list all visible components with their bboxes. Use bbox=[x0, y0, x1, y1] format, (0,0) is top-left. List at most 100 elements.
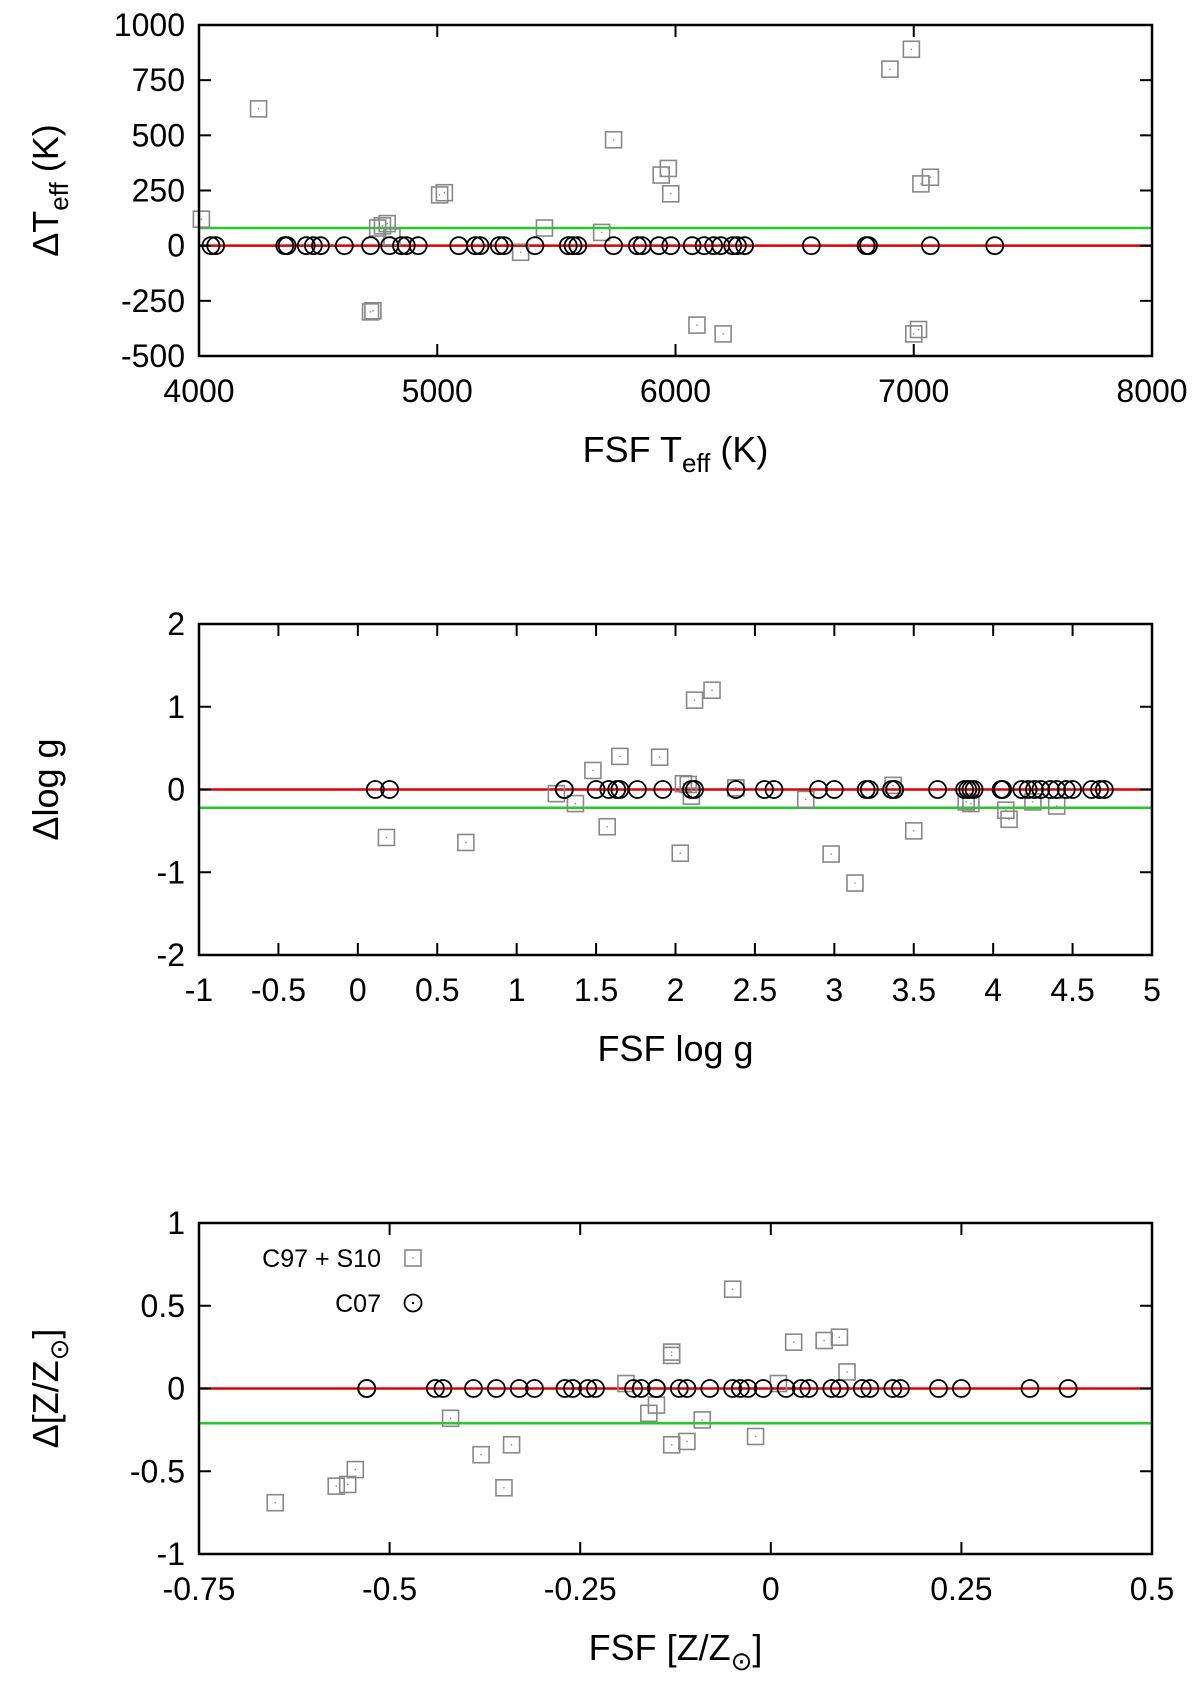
metallicity-x-tick-label: -0.25 bbox=[544, 1571, 617, 1607]
logg-x-tick-label: 5 bbox=[1143, 972, 1161, 1008]
logg-square-point-0 bbox=[377, 828, 396, 847]
logg-square-point-17 bbox=[846, 874, 864, 892]
logg-circle-point-15 bbox=[809, 780, 828, 799]
logg-circle-point-30 bbox=[1025, 780, 1044, 799]
metallicity-circle-point-8 bbox=[555, 1379, 575, 1398]
metallicity-square-point-dot bbox=[701, 1419, 703, 1421]
logg-square-point-dot bbox=[574, 802, 577, 805]
logg-circle-point-29 bbox=[1018, 780, 1038, 799]
metallicity-square-point-15 bbox=[693, 1411, 711, 1429]
metallicity-circle-point-23 bbox=[776, 1379, 796, 1398]
logg-x-tick-label: 4.5 bbox=[1050, 972, 1094, 1008]
legend-circle-marker-dot bbox=[411, 1301, 415, 1305]
metallicity-square-point-22 bbox=[838, 1363, 856, 1381]
metallicity-circle-point-4 bbox=[464, 1379, 483, 1398]
teff-square-point-5 bbox=[373, 217, 392, 235]
logg-square-point-13 bbox=[703, 681, 721, 700]
metallicity-y-tick-label: 1 bbox=[167, 1205, 185, 1241]
metallicity-circle-point-29 bbox=[860, 1379, 880, 1398]
teff-square-point-13 bbox=[604, 130, 623, 149]
teff-square-point-18 bbox=[714, 325, 732, 343]
teff-square-point-12 bbox=[592, 223, 611, 242]
teff-square-point-dot bbox=[386, 222, 389, 225]
logg-square-point-22 bbox=[997, 801, 1015, 819]
teff-square-point-11 bbox=[535, 219, 554, 237]
metallicity-circle-point-20 bbox=[730, 1379, 750, 1398]
logg-square-point-19 bbox=[904, 822, 923, 840]
logg-circle-point-16 bbox=[824, 780, 844, 799]
metallicity-circle-point-28 bbox=[852, 1379, 872, 1398]
logg-circle-point-20 bbox=[885, 780, 905, 799]
teff-square-point-1 bbox=[249, 100, 268, 118]
logg-square-point-dot bbox=[711, 689, 713, 691]
metallicity-x-tick-label: -0.5 bbox=[362, 1571, 417, 1607]
metallicity-x-axis-label: FSF [Z/Z⊙] bbox=[589, 1627, 763, 1676]
teff-circle-point-34 bbox=[801, 236, 821, 256]
teff-plot-frame bbox=[197, 23, 1154, 358]
logg-x-tick-label: 4 bbox=[984, 972, 1002, 1008]
logg-circle-point-28 bbox=[1012, 780, 1032, 799]
metallicity-circle-point-27 bbox=[830, 1379, 849, 1398]
metallicity-square-point-dot bbox=[449, 1417, 452, 1420]
teff-circle-point-14 bbox=[465, 236, 485, 256]
logg-y-axis-label: Δlog g bbox=[25, 738, 66, 840]
logg-circle-point-8 bbox=[627, 780, 647, 799]
logg-square-point-dot bbox=[465, 841, 467, 844]
logg-square-point-dot bbox=[735, 787, 737, 789]
metallicity-circle-point-19 bbox=[723, 1379, 743, 1398]
teff-square-point-dot bbox=[443, 191, 446, 194]
teff-square-point-20 bbox=[902, 40, 921, 59]
teff-square-point-dot bbox=[917, 328, 920, 331]
teff-square-point-4 bbox=[368, 219, 387, 237]
metallicity-y-tick-label: -1 bbox=[157, 1536, 185, 1572]
metallicity-circle-point-24 bbox=[791, 1379, 811, 1398]
teff-circle-point-32 bbox=[728, 236, 747, 256]
logg-square-point-dot bbox=[830, 853, 832, 855]
metallicity-circle-point-1 bbox=[357, 1379, 377, 1398]
legend-label-0: C97 + S10 bbox=[262, 1245, 381, 1273]
logg-circle-point-34 bbox=[1056, 780, 1076, 799]
teff-square-point-dot bbox=[369, 311, 372, 313]
metallicity-square-point-dot bbox=[686, 1440, 688, 1443]
metallicity-square-point-6 bbox=[495, 1479, 513, 1497]
logg-square-point-dot bbox=[619, 755, 621, 758]
metallicity-series-circle bbox=[357, 1379, 1078, 1398]
metallicity-square-point-dot bbox=[480, 1453, 482, 1456]
metallicity-x-tick-label: 0.5 bbox=[1130, 1571, 1174, 1607]
metallicity-circle-point-22 bbox=[753, 1379, 773, 1398]
logg-square-point-dot bbox=[892, 784, 894, 787]
teff-square-point-dot bbox=[200, 218, 203, 220]
teff-circle-point-37 bbox=[921, 236, 940, 256]
teff-circle-point-6 bbox=[311, 236, 330, 256]
legend-label-1: C07 bbox=[335, 1290, 381, 1318]
logg-square-point-6 bbox=[611, 747, 629, 766]
logg-square-point-dot bbox=[606, 825, 609, 828]
teff-square-point-dot bbox=[889, 68, 891, 70]
logg-square-point-10 bbox=[679, 775, 698, 794]
logg-circle-point-38 bbox=[1094, 780, 1114, 799]
logg-x-tick-label: -0.5 bbox=[251, 972, 306, 1008]
logg-square-point-dot bbox=[679, 852, 682, 855]
metallicity-circle-point-16 bbox=[669, 1379, 689, 1398]
panel-metallicity: -0.75 -0.5 -0.25 0 0.25 0.5 1 0.5 0 -0.5 -1 FSF [Z/… bbox=[25, 1205, 1174, 1676]
metallicity-square-point-16 bbox=[723, 1280, 742, 1298]
teff-circle-point-8 bbox=[361, 236, 380, 256]
metallicity-square-point-dot bbox=[731, 1288, 734, 1290]
teff-x-tick-label: 5000 bbox=[402, 373, 473, 409]
metallicity-square-point-12 bbox=[662, 1343, 681, 1361]
logg-circle-point-1 bbox=[380, 780, 400, 799]
metallicity-circle-point-7 bbox=[525, 1379, 544, 1398]
metallicity-circle-point-18 bbox=[700, 1379, 720, 1398]
logg-y-tick-label: 0 bbox=[167, 772, 185, 808]
teff-circle-point-21 bbox=[568, 236, 588, 256]
logg-square-point-7 bbox=[650, 748, 669, 767]
teff-circle-point-16 bbox=[489, 236, 509, 256]
metallicity-circle-point-21 bbox=[738, 1379, 758, 1398]
teff-square-point-dot bbox=[438, 194, 441, 196]
logg-circle-point-14 bbox=[764, 780, 784, 799]
logg-square-point-15 bbox=[796, 790, 815, 809]
teff-square-point-3 bbox=[364, 301, 382, 320]
teff-circle-point-36 bbox=[859, 236, 878, 256]
logg-circle-point-13 bbox=[755, 780, 774, 799]
logg-square-point-1 bbox=[457, 833, 475, 852]
